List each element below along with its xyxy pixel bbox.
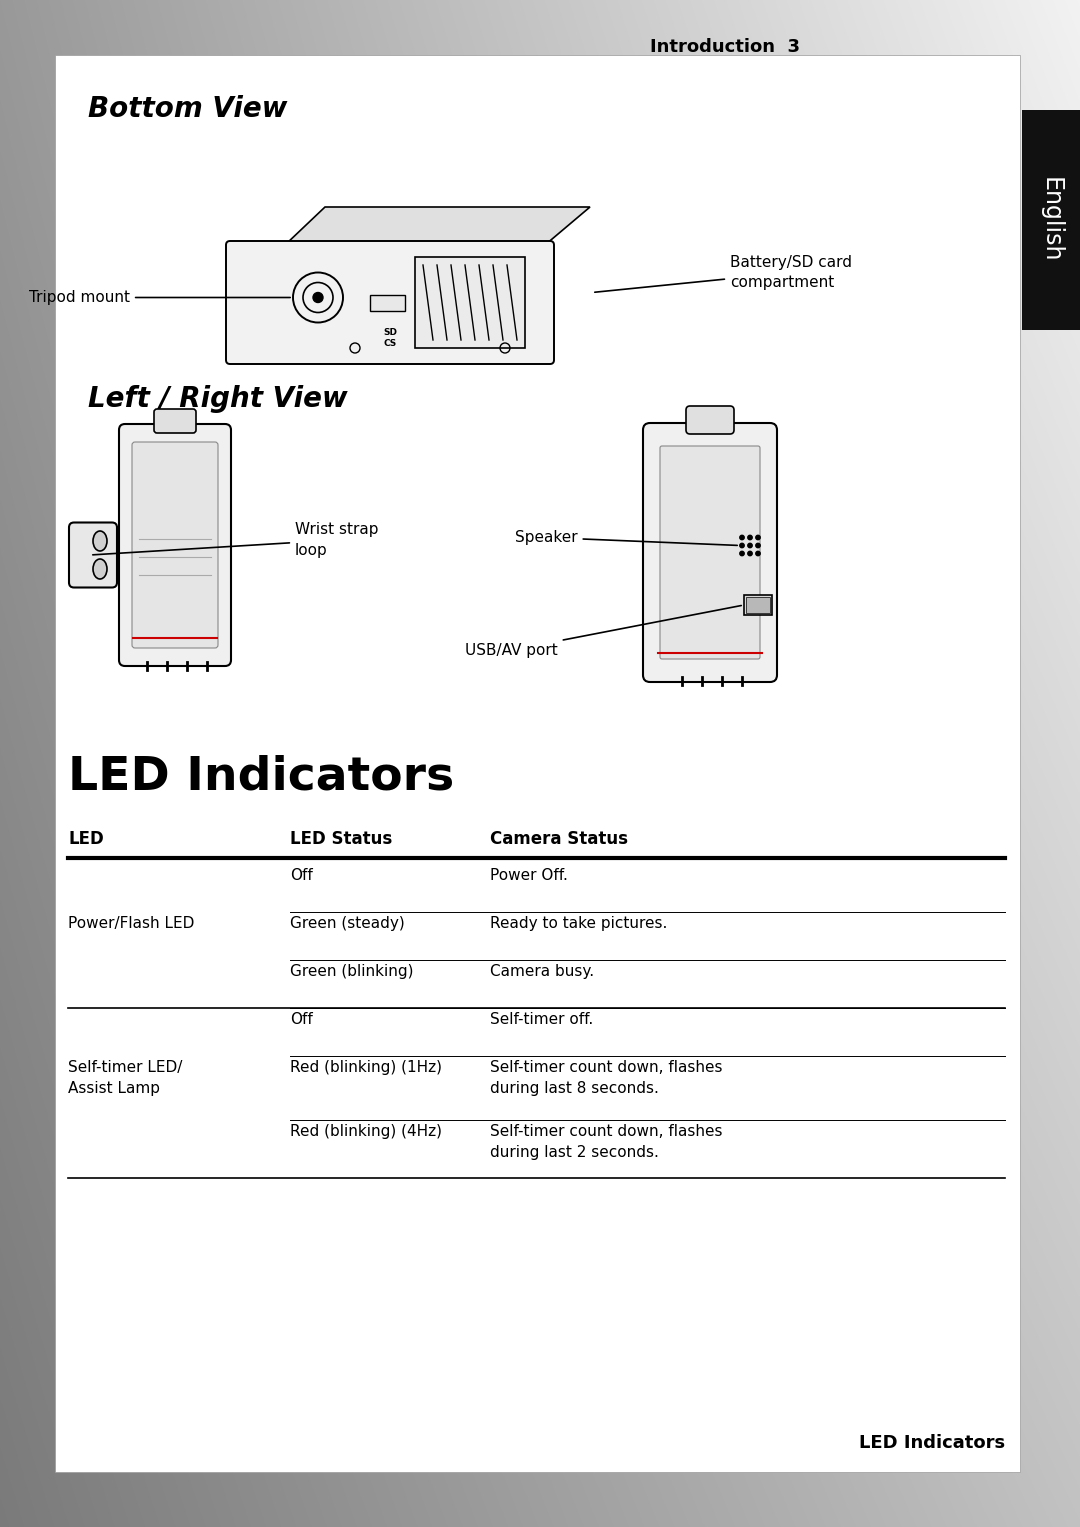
Text: Self-timer count down, flashes
during last 2 seconds.: Self-timer count down, flashes during la… xyxy=(490,1124,723,1161)
Circle shape xyxy=(747,536,752,539)
Text: Self-timer count down, flashes
during last 8 seconds.: Self-timer count down, flashes during la… xyxy=(490,1060,723,1096)
Bar xyxy=(744,596,772,615)
Text: LED Status: LED Status xyxy=(291,831,392,847)
FancyBboxPatch shape xyxy=(69,522,117,588)
Text: Camera Status: Camera Status xyxy=(490,831,627,847)
Circle shape xyxy=(740,551,744,556)
Text: Self-timer LED/
Assist Lamp: Self-timer LED/ Assist Lamp xyxy=(68,1060,183,1096)
Text: Green (blinking): Green (blinking) xyxy=(291,964,414,979)
Text: Red (blinking) (1Hz): Red (blinking) (1Hz) xyxy=(291,1060,442,1075)
Text: USB/AV port: USB/AV port xyxy=(465,606,741,658)
Text: Wrist strap
loop: Wrist strap loop xyxy=(93,522,378,557)
Polygon shape xyxy=(285,208,590,244)
FancyBboxPatch shape xyxy=(119,425,231,666)
Bar xyxy=(1022,110,1080,330)
Bar xyxy=(415,257,525,348)
Text: Introduction  3: Introduction 3 xyxy=(650,38,800,56)
Text: Self-timer off.: Self-timer off. xyxy=(490,1012,593,1028)
Bar xyxy=(370,295,405,312)
FancyBboxPatch shape xyxy=(132,441,218,647)
Text: SD
CS: SD CS xyxy=(383,328,397,348)
Circle shape xyxy=(747,551,752,556)
Text: Tripod mount: Tripod mount xyxy=(29,290,291,305)
Ellipse shape xyxy=(93,559,107,579)
Text: Off: Off xyxy=(291,867,313,883)
Text: Left / Right View: Left / Right View xyxy=(87,385,348,412)
FancyBboxPatch shape xyxy=(686,406,734,434)
FancyBboxPatch shape xyxy=(154,409,195,434)
Circle shape xyxy=(756,544,760,548)
Text: LED Indicators: LED Indicators xyxy=(859,1434,1005,1452)
FancyBboxPatch shape xyxy=(226,241,554,363)
Text: Camera busy.: Camera busy. xyxy=(490,964,594,979)
Text: Green (steady): Green (steady) xyxy=(291,916,405,931)
Text: Power/Flash LED: Power/Flash LED xyxy=(68,916,194,931)
Text: Off: Off xyxy=(291,1012,313,1028)
FancyBboxPatch shape xyxy=(643,423,777,683)
Text: Bottom View: Bottom View xyxy=(87,95,287,124)
Ellipse shape xyxy=(93,531,107,551)
Text: Ready to take pictures.: Ready to take pictures. xyxy=(490,916,667,931)
Bar xyxy=(55,55,1020,1472)
Circle shape xyxy=(747,544,752,548)
Circle shape xyxy=(756,551,760,556)
Text: LED: LED xyxy=(68,831,104,847)
Circle shape xyxy=(740,536,744,539)
Bar xyxy=(746,597,770,612)
Text: Speaker: Speaker xyxy=(515,530,738,545)
Text: Power Off.: Power Off. xyxy=(490,867,568,883)
Text: Battery/SD card
compartment: Battery/SD card compartment xyxy=(595,255,852,292)
FancyBboxPatch shape xyxy=(660,446,760,660)
Circle shape xyxy=(740,544,744,548)
Circle shape xyxy=(313,293,323,302)
Text: English: English xyxy=(1039,177,1063,263)
Circle shape xyxy=(756,536,760,539)
Text: LED Indicators: LED Indicators xyxy=(68,754,455,800)
Text: Red (blinking) (4Hz): Red (blinking) (4Hz) xyxy=(291,1124,442,1139)
